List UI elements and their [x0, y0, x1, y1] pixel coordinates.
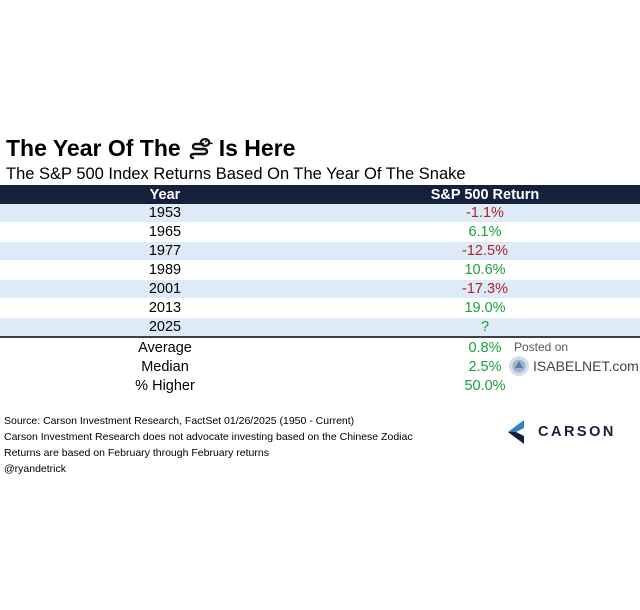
- return-cell: -17.3%: [330, 279, 640, 299]
- summary-label: Median: [141, 358, 189, 375]
- carson-logo-text: CARSON: [538, 424, 616, 440]
- year-cell: 2013: [0, 298, 330, 318]
- title-text-before: The Year Of The: [6, 135, 181, 161]
- summary-table-body: Average 0.8% Median 2.5% % Higher 50.0%: [0, 338, 640, 395]
- return-cell: -1.1%: [330, 204, 640, 223]
- chart-subtitle: The S&P 500 Index Returns Based On The Y…: [6, 165, 466, 183]
- table-row: 1965 6.1%: [0, 222, 640, 242]
- summary-row: Average 0.8%: [0, 338, 640, 357]
- chart-title: The Year Of The Is Here: [6, 135, 295, 162]
- return-cell: ?: [330, 317, 640, 338]
- return-cell: 6.1%: [330, 222, 640, 242]
- watermark-site-text: ISABELNET.com: [533, 358, 639, 374]
- isabelnet-logo-icon: [509, 356, 529, 376]
- year-cell: 1953: [0, 204, 330, 223]
- summary-row: % Higher 50.0%: [0, 376, 640, 395]
- return-cell: 10.6%: [330, 260, 640, 280]
- watermark-posted-text: Posted on: [514, 340, 569, 354]
- return-cell: -12.5%: [330, 241, 640, 261]
- summary-value: 2.5%: [468, 358, 502, 375]
- table-row: 1989 10.6%: [0, 260, 640, 280]
- table-row: 2025?: [0, 317, 640, 338]
- source-line: Source: Carson Investment Research, Fact…: [4, 415, 355, 427]
- year-cell: 2025: [0, 317, 330, 338]
- snake-emoji-icon: [189, 137, 213, 159]
- carson-logo: CARSON: [508, 420, 616, 444]
- summary-label: Average: [138, 339, 192, 356]
- returns-table: Year S&P 500 Return 1953 -1.1% 1965 6.1% 197…: [0, 185, 640, 338]
- title-text-after: Is Here: [218, 135, 296, 161]
- table-row: 2001 -17.3%: [0, 279, 640, 299]
- methodology-line: Returns are based on February through Fe…: [4, 447, 269, 459]
- table-header-row: Year S&P 500 Return: [0, 185, 640, 204]
- table-row: 2013 19.0%: [0, 298, 640, 318]
- returns-table-body: 1953 -1.1% 1965 6.1% 1977 -12.5% 1989 10.6% 2001…: [0, 204, 640, 338]
- column-header-year: Year: [0, 185, 330, 204]
- carson-logo-icon: [508, 420, 524, 444]
- summary-row: Median 2.5%: [0, 357, 640, 376]
- year-cell: 1977: [0, 241, 330, 261]
- author-handle: @ryandetrick: [4, 463, 67, 475]
- return-cell: 19.0%: [330, 298, 640, 318]
- disclaimer-line: Carson Investment Research does not advo…: [4, 431, 413, 443]
- table-row: 1953 -1.1%: [0, 204, 640, 223]
- summary-value: 0.8%: [468, 339, 502, 356]
- table-row: 1977 -12.5%: [0, 241, 640, 261]
- summary-value: 50.0%: [464, 377, 506, 394]
- year-cell: 1965: [0, 222, 330, 242]
- summary-label: % Higher: [135, 377, 195, 394]
- year-cell: 2001: [0, 279, 330, 299]
- column-header-return: S&P 500 Return: [330, 185, 640, 204]
- watermark-brand: ISABELNET.com: [508, 355, 639, 377]
- year-cell: 1989: [0, 260, 330, 280]
- isabelnet-watermark: Posted on ISABELNET.com: [508, 340, 639, 377]
- source-notes: Source: Carson Investment Research, Fact…: [4, 413, 413, 477]
- summary-table: Average 0.8% Median 2.5% % Higher 50.0%: [0, 338, 640, 395]
